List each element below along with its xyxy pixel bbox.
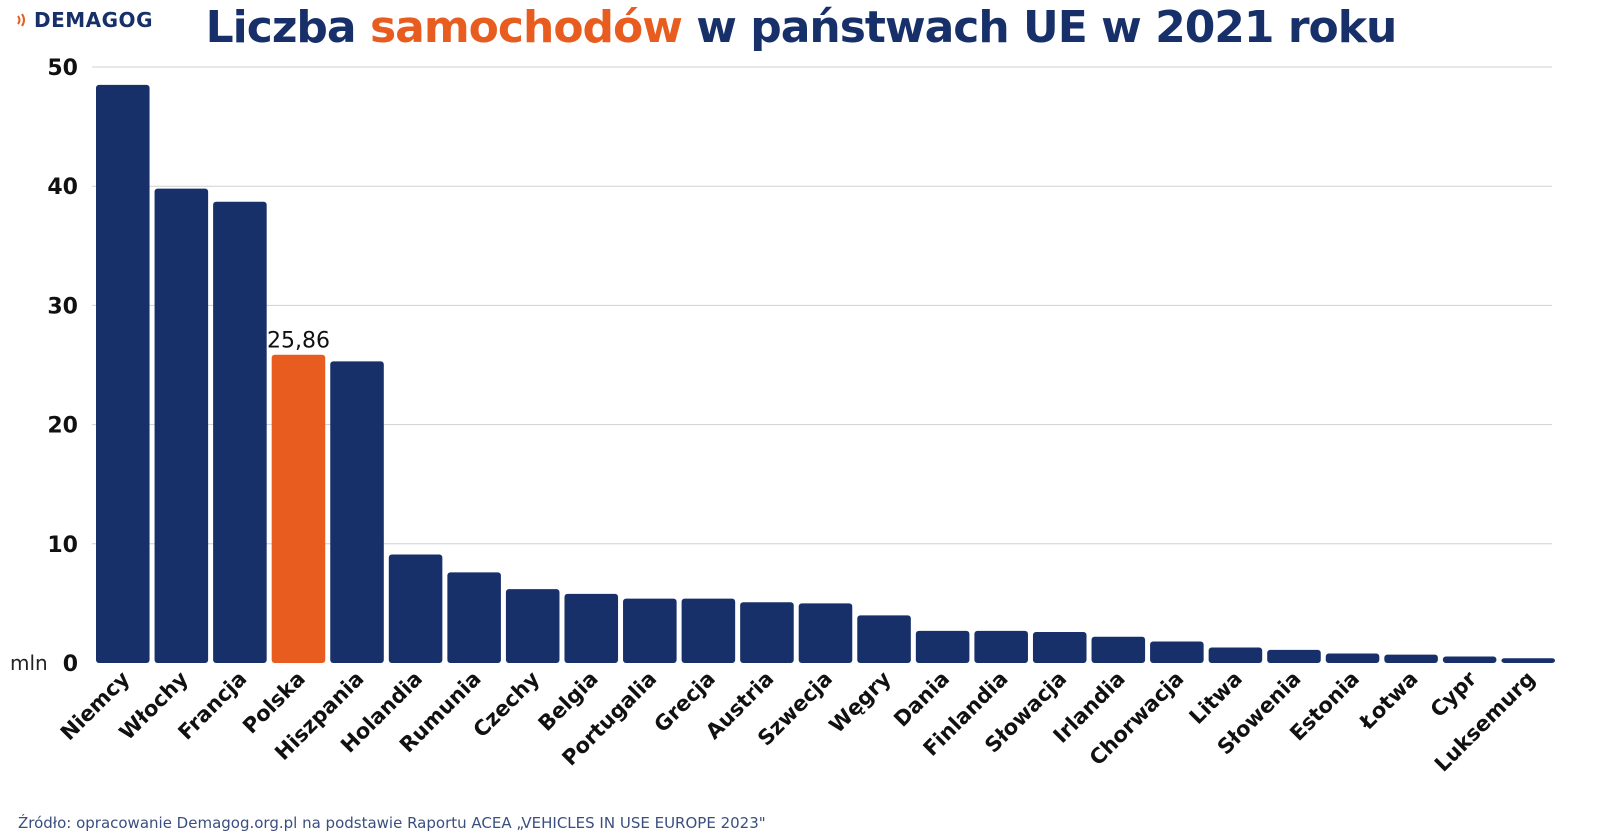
bar-polska	[271, 354, 326, 663]
bar-dania	[915, 630, 970, 663]
bar-hiszpania	[330, 361, 384, 663]
y-tick-label: 0	[63, 652, 78, 677]
bar-cypr	[1442, 656, 1497, 663]
bar-włochy	[154, 188, 209, 664]
bar-niemcy	[96, 84, 150, 663]
bar-irlandia	[1091, 636, 1146, 663]
logo: DEMAGOG	[16, 8, 153, 32]
title-part-2: w państwach UE w 2021 roku	[681, 2, 1397, 53]
y-tick-label: 30	[47, 294, 78, 319]
bar-czechy	[505, 589, 560, 663]
title-part-1: Liczba	[205, 2, 370, 53]
source-note: Źródło: opracowanie Demagog.org.pl na po…	[18, 814, 766, 832]
data-labels: 25,86	[267, 329, 330, 354]
bar-rumunia	[447, 572, 501, 663]
bar-litwa	[1208, 647, 1263, 663]
bar-francja	[213, 201, 267, 664]
signal-waves-icon	[17, 13, 25, 27]
bar-austria	[740, 602, 794, 663]
bar-łotwa	[1384, 654, 1438, 663]
y-tick-label: 40	[47, 175, 78, 200]
bar-holandia	[388, 554, 443, 663]
bar-grecja	[681, 598, 736, 663]
data-label: 25,86	[267, 329, 330, 354]
grid-lines	[92, 66, 1552, 545]
x-tick-label: Cypr	[1426, 666, 1482, 722]
chart-title: Liczba samochodów w państwach UE w 2021 …	[0, 2, 1602, 53]
bar-chorwacja	[1150, 641, 1204, 663]
title-highlight: samochodów	[369, 2, 683, 53]
bar-belgia	[564, 593, 619, 663]
logo-text: DEMAGOG	[34, 8, 153, 32]
bar-finlandia	[974, 630, 1028, 663]
bar-słowenia	[1267, 649, 1321, 663]
y-tick-label: 50	[47, 56, 78, 81]
bar-szwecja	[798, 603, 853, 663]
x-tick-label: Węgry	[825, 666, 896, 737]
y-axis-ticks: 0 10 20 30 40 50	[47, 56, 78, 677]
x-tick-label: Łotwa	[1354, 667, 1422, 735]
bar-portugalia	[623, 598, 677, 663]
bars	[96, 84, 1555, 664]
y-tick-label: 20	[47, 414, 78, 439]
unit-label: mln	[10, 651, 48, 675]
bar-węgry	[857, 615, 911, 663]
bar-luksemurg	[1501, 658, 1555, 663]
x-axis-labels: NiemcyWłochyFrancjaPolskaHiszpaniaHoland…	[56, 666, 1540, 776]
bar-słowacja	[1032, 632, 1087, 663]
y-tick-label: 10	[47, 533, 78, 558]
x-tick-label: Czechy	[469, 666, 545, 742]
bar-estonia	[1325, 653, 1380, 663]
